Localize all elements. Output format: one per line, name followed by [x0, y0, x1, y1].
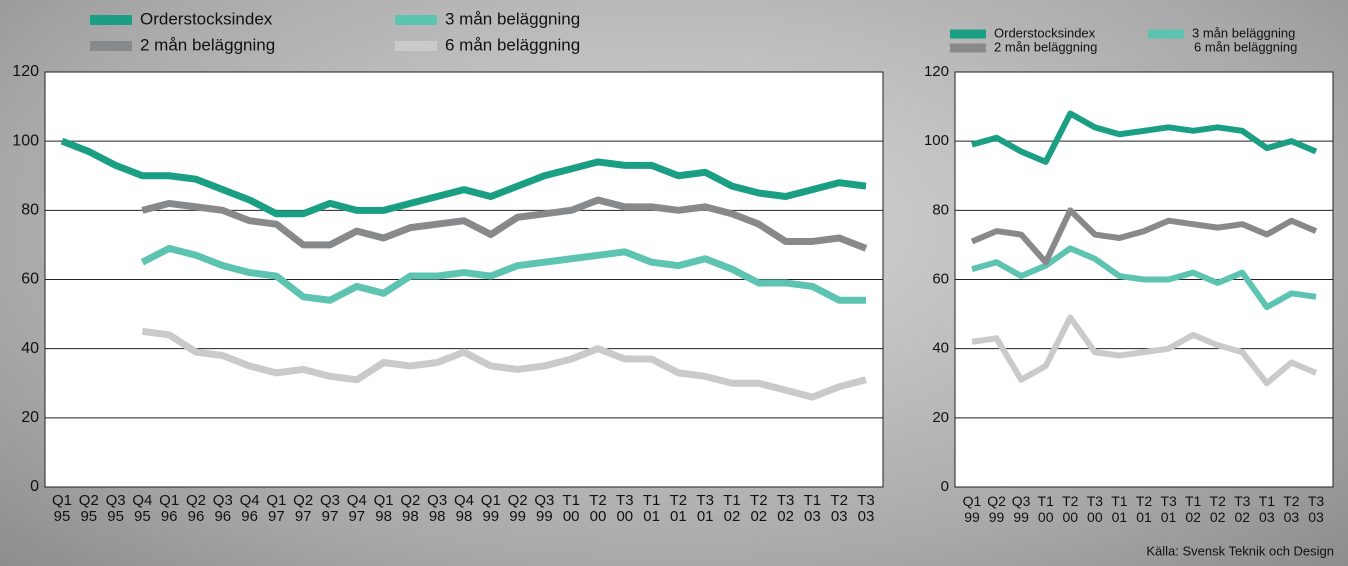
- x-tick-label: T1 03: [1258, 493, 1276, 525]
- x-tick-label: T3 02: [776, 492, 795, 525]
- x-tick-label: Q1 97: [266, 492, 287, 525]
- x-tick-label: Q1 96: [159, 492, 180, 525]
- x-tick-label: Q3 95: [105, 492, 126, 525]
- x-tick-label: Q4 97: [346, 492, 367, 525]
- source: Källa: Svensk Teknik och Design: [1146, 543, 1334, 558]
- y-tick-label: 100: [924, 132, 949, 149]
- y-tick-label: 20: [21, 409, 39, 426]
- x-tick-label: Q2 99: [507, 492, 528, 525]
- x-tick-label: T3 03: [857, 492, 875, 525]
- series-line: [970, 207, 1318, 266]
- x-tick-label: Q2 96: [185, 492, 206, 525]
- legend-label: 6 mån beläggning: [1194, 39, 1297, 54]
- legend-swatch: [950, 29, 986, 39]
- series-line: [971, 110, 1318, 165]
- legend-swatch: [395, 15, 437, 25]
- y-tick-label: 20: [932, 409, 949, 426]
- series-line: [140, 244, 866, 304]
- x-tick-label: Q1 95: [51, 492, 72, 525]
- legend-label: Orderstocksindex: [140, 9, 273, 28]
- legend-swatch: [90, 15, 132, 25]
- legend-label: 3 mån beläggning: [1192, 25, 1295, 40]
- legend-swatch: [395, 41, 437, 51]
- x-tick-label: T3 01: [1160, 493, 1177, 525]
- y-tick-label: 60: [21, 271, 39, 288]
- x-tick-label: T1 02: [723, 492, 741, 525]
- x-tick-label: Q2 99: [987, 493, 1006, 525]
- y-tick-label: 60: [932, 270, 949, 287]
- x-tick-label: T2 01: [1135, 493, 1153, 525]
- legend-swatch: [90, 41, 132, 51]
- x-tick-label: Q4 96: [239, 492, 260, 525]
- x-tick-label: Q4 98: [453, 492, 474, 525]
- legend-label: Orderstocksindex: [994, 25, 1096, 40]
- legend-label: 2 mån beläggning: [140, 35, 275, 54]
- x-tick-label: T2 02: [750, 492, 768, 525]
- x-tick-label: Q2 97: [293, 492, 314, 525]
- y-tick-label: 120: [924, 63, 949, 80]
- x-tick-label: Q3 97: [319, 492, 340, 525]
- x-tick-label: T2 02: [1209, 493, 1226, 525]
- x-tick-label: Q1 99: [480, 492, 501, 525]
- legend-swatch: [950, 43, 986, 53]
- x-tick-label: T1 01: [1111, 493, 1128, 525]
- y-tick-label: 80: [932, 201, 949, 218]
- x-tick-label: T3 03: [1307, 493, 1325, 525]
- x-tick-label: T1 00: [562, 492, 580, 525]
- x-tick-label: T3 00: [1086, 493, 1104, 525]
- y-tick-label: 120: [12, 63, 39, 80]
- legend-label: 3 mån beläggning: [445, 9, 580, 28]
- x-tick-label: T2 00: [589, 492, 607, 525]
- y-tick-label: 80: [21, 202, 39, 219]
- x-tick-label: Q3 99: [1011, 493, 1031, 525]
- y-tick-label: 0: [941, 478, 949, 495]
- x-tick-label: T2 03: [830, 492, 848, 525]
- series-line: [141, 196, 868, 252]
- x-tick-label: T2 00: [1062, 493, 1079, 525]
- legend-label: 2 mån beläggning: [994, 39, 1097, 54]
- x-tick-label: Q2 98: [400, 492, 421, 525]
- series-line: [141, 327, 867, 401]
- x-tick-label: T3 00: [616, 492, 634, 525]
- x-tick-label: Q3 98: [427, 492, 448, 525]
- x-tick-label: T2 01: [669, 492, 688, 525]
- legend-label: 6 mån beläggning: [445, 35, 580, 54]
- x-tick-label: T1 03: [803, 492, 822, 525]
- x-tick-label: Q4 95: [132, 492, 153, 525]
- y-tick-label: 40: [21, 340, 39, 357]
- x-tick-label: Q3 99: [534, 492, 555, 525]
- y-tick-label: 40: [932, 340, 949, 357]
- y-tick-label: 0: [30, 478, 39, 495]
- x-tick-label: T1 00: [1037, 493, 1054, 525]
- series-line: [971, 314, 1318, 387]
- x-tick-label: Q1 99: [962, 493, 982, 525]
- series-line: [60, 137, 867, 218]
- x-tick-label: T1 02: [1184, 493, 1202, 525]
- x-tick-label: T3 02: [1234, 493, 1251, 525]
- x-tick-label: T1 01: [642, 492, 661, 525]
- series-line: [971, 245, 1317, 311]
- x-tick-label: Q1 98: [373, 492, 394, 525]
- x-tick-label: T2 03: [1283, 493, 1300, 525]
- x-tick-label: Q2 95: [78, 492, 99, 525]
- x-tick-label: Q3 96: [212, 492, 233, 525]
- y-tick-label: 100: [12, 132, 39, 149]
- legend-swatch: [1148, 29, 1184, 39]
- x-tick-label: T3 01: [696, 492, 714, 525]
